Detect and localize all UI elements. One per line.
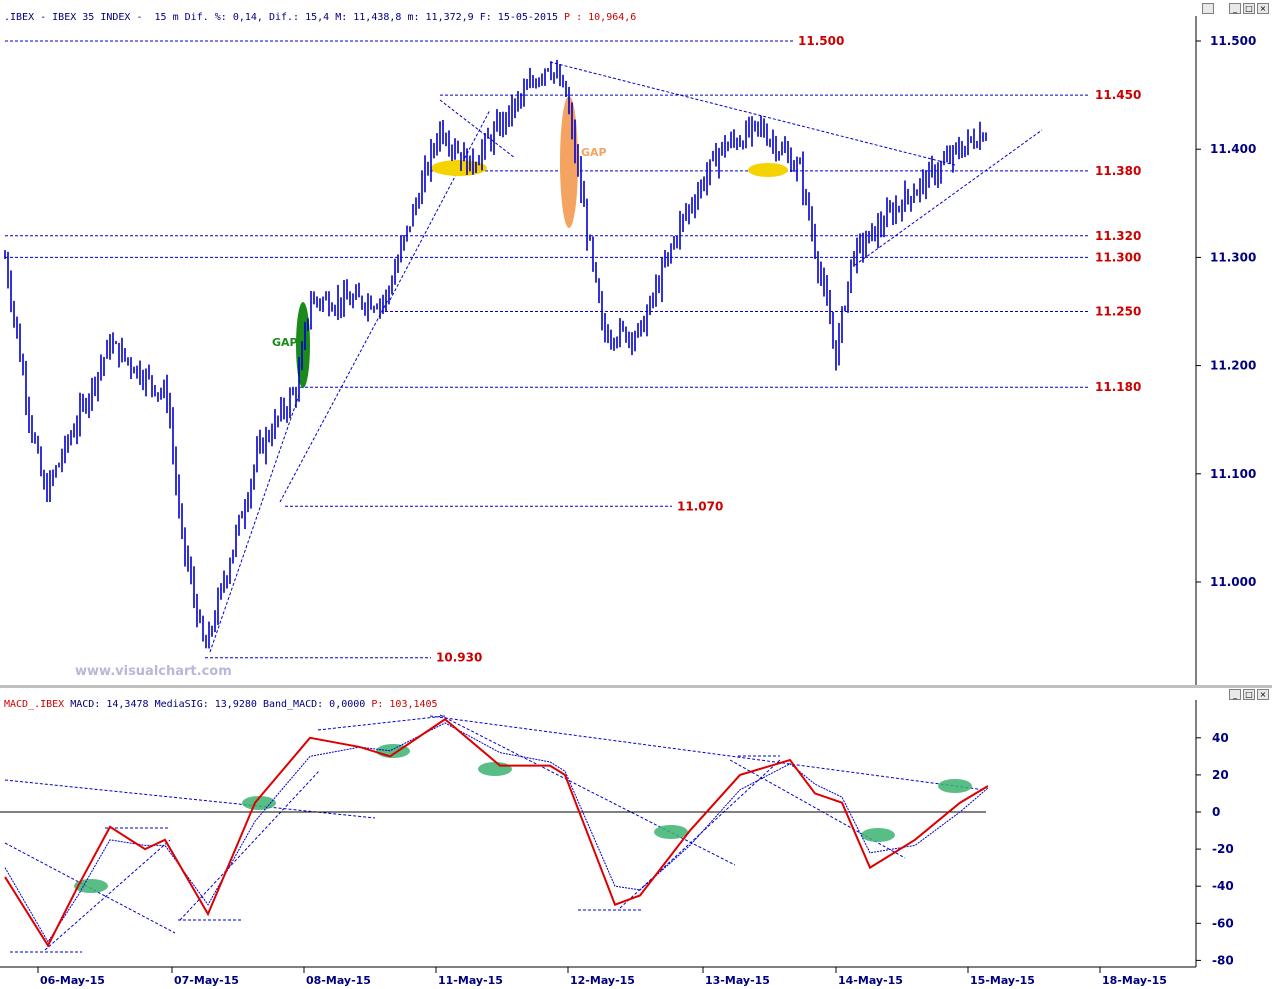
macd-plot-area	[0, 700, 1196, 967]
macd-tick-label: 20	[1212, 768, 1229, 782]
support-resistance-levels: 11.500 11.450 11.380 11.320 11.300 11.250 11.1…	[5, 34, 1141, 665]
level-label: 11.070	[677, 499, 723, 513]
date: F: 15-05-2015	[479, 12, 559, 23]
level-label: 11.180	[1095, 380, 1141, 394]
trend-line	[854, 129, 1043, 266]
gap-down-label: GAP	[581, 146, 607, 159]
price-plot-area	[0, 16, 1196, 685]
price-tick-label: 11.000	[1210, 575, 1256, 589]
level-label: 10.930	[436, 651, 482, 665]
macd-tick-label: -60	[1212, 916, 1234, 930]
price-tick-label: 11.200	[1210, 359, 1256, 373]
macd-p-value: P: 103,1405	[371, 699, 438, 710]
level-label: 11.320	[1095, 229, 1141, 243]
gap-up-label: GAP	[272, 336, 298, 349]
macd-crossover-highlight	[654, 825, 688, 839]
macd-trend-line	[4, 779, 376, 819]
level-label: 11.250	[1095, 305, 1141, 319]
level-label: 11.500	[798, 34, 844, 48]
trend-line	[389, 109, 491, 301]
date-tick-label: 07-May-15	[174, 974, 239, 987]
macd-tick-label: -40	[1212, 879, 1234, 893]
price-tick-label: 11.400	[1210, 142, 1256, 156]
macd-value: MACD: 14,3478	[70, 699, 149, 710]
macd-tick-label: 40	[1212, 731, 1229, 745]
support-highlight	[748, 163, 788, 177]
macd-panel-close-button[interactable]: ×	[1257, 689, 1269, 700]
timeframe: 15 m	[154, 12, 179, 23]
macd-crossover-highlight	[938, 779, 972, 793]
signal-value: MediaSIG: 13,9280	[154, 699, 257, 710]
diff: Dif.: 15,4	[268, 12, 330, 23]
price-header: .IBEX - IBEX 35 INDEX - 15 m Dif. %: 0,1…	[4, 12, 637, 23]
macd-crossover-highlight	[74, 879, 108, 893]
symbol: .IBEX - IBEX 35 INDEX -	[4, 12, 143, 23]
price-axis: 11.500 11.400 11.300 11.200 11.100 11.000	[1196, 34, 1256, 589]
date-tick-label: 11-May-15	[438, 974, 503, 987]
p-value: P : 10,964,6	[564, 12, 637, 23]
session-low: m: 11,372,9	[407, 12, 474, 23]
macd-crossover-highlight	[861, 828, 895, 842]
price-tick-label: 11.300	[1210, 250, 1256, 264]
macd-trend-line	[179, 769, 321, 921]
price-panel-toggle-button[interactable]	[1202, 3, 1214, 14]
macd-name: MACD_.IBEX	[4, 699, 65, 710]
macd-tick-label: -20	[1212, 842, 1234, 856]
date-tick-label: 18-May-15	[1102, 974, 1167, 987]
macd-trend-line	[429, 715, 986, 791]
macd-line	[4, 717, 989, 948]
price-panel-restore-button[interactable]: □	[1243, 3, 1255, 14]
panel-separator[interactable]	[0, 685, 1272, 688]
trend-line	[439, 99, 516, 159]
macd-lines	[4, 717, 989, 948]
price-tick-label: 11.100	[1210, 467, 1256, 481]
macd-trend-line	[44, 839, 171, 951]
gap-down-marker	[560, 96, 578, 228]
macd-crossover-highlight	[242, 796, 276, 810]
date-tick-label: 08-May-15	[306, 974, 371, 987]
date-tick-label: 14-May-15	[838, 974, 903, 987]
band-value: Band_MACD: 0,0000	[262, 699, 366, 710]
macd-panel-restore-button[interactable]: □	[1243, 689, 1255, 700]
date-tick-label: 12-May-15	[570, 974, 635, 987]
diff-pct: Dif. %: 0,14	[184, 12, 257, 23]
level-label: 11.380	[1095, 164, 1141, 178]
level-label: 11.450	[1095, 88, 1141, 102]
date-tick-label: 15-May-15	[970, 974, 1035, 987]
macd-header: MACD_.IBEX MACD: 14,3478 MediaSIG: 13,92…	[4, 688, 438, 710]
price-tick-label: 11.500	[1210, 34, 1256, 48]
macd-panel-minimize-button[interactable]: _	[1229, 689, 1241, 700]
macd-tick-label: 0	[1212, 805, 1220, 819]
signal-line	[4, 722, 989, 943]
date-axis: 06-May-15 07-May-15 08-May-15 11-May-15 12-M…	[37, 967, 1167, 987]
macd-trend-line	[317, 715, 446, 731]
price-bars	[4, 59, 987, 649]
price-panel-close-button[interactable]: ×	[1257, 3, 1269, 14]
gap-up-marker	[296, 302, 310, 388]
session-high: M: 11,438,8	[335, 12, 402, 23]
trend-line	[209, 391, 301, 653]
price-panel-minimize-button[interactable]: _	[1229, 3, 1241, 14]
macd-trend-line	[439, 714, 736, 866]
macd-tick-label: -80	[1212, 953, 1234, 967]
macd-axis: 40 20 0 -20 -40 -60 -80	[0, 731, 1234, 967]
macd-crossover-highlight	[478, 762, 512, 776]
watermark: www.visualchart.com	[75, 664, 232, 679]
date-tick-label: 13-May-15	[705, 974, 770, 987]
date-tick-label: 06-May-15	[40, 974, 105, 987]
level-label: 11.300	[1095, 250, 1141, 264]
trend-line	[279, 299, 389, 503]
